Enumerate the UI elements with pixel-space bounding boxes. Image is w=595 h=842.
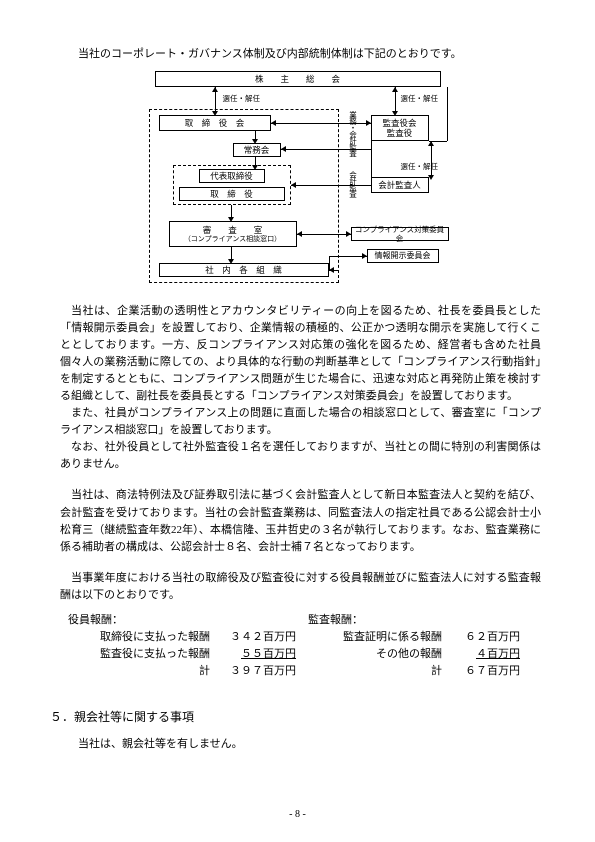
comp-left-head: 役員報酬： (68, 612, 308, 629)
comp-lt-lbl: 計 (68, 663, 216, 680)
paragraph-3: なお、社外役員として社外監査役１名を選任しておりますが、当社との間に特別の利害関… (60, 439, 541, 473)
box-audit-room: 審 査 室 （コンプライアンス相談窓口） (169, 221, 297, 247)
comp-lt-val: ３９７百万円 (216, 663, 296, 680)
paragraph-4: 当社は、商法特例法及び証券取引法に基づく会計監査人として新日本監査法人と契約を結… (60, 487, 541, 555)
comp-l2-lbl: 監査役に支払った報酬 (68, 646, 216, 663)
paragraph-2: また、社員がコンプライアンス上の問題に直面した場合の相談窓口として、審査室に「コ… (60, 405, 541, 439)
paragraph-5: 当事業年度における当社の取締役及び監査役に対する役員報酬並びに監査法人に対する監… (60, 570, 541, 604)
page-number: - 8 - (0, 809, 595, 820)
comp-r2-val: ４百万円 (448, 646, 520, 663)
paragraph-1: 当社は、企業活動の透明性とアカウンタビリティーの向上を図るため、社長を委員長とし… (60, 303, 541, 405)
box-internal-org: 社 内 各 組 織 (159, 263, 329, 277)
comp-l2-val: ５５百万円 (216, 646, 296, 663)
section-5-heading: ５．親会社等に関する事項 (50, 708, 545, 725)
comp-r1-lbl: 監査証明に係る報酬 (308, 629, 448, 646)
lbl-acct-audit: 会計監査 (348, 171, 359, 197)
lbl-appoint-auditor: 選任・解任 (401, 161, 439, 172)
intro-text: 当社のコーポレート・ガバナンス体制及び内部統制体制は下記のとおりです。 (78, 45, 545, 61)
comp-right-head: 監査報酬： (308, 612, 528, 629)
box-directors: 取 締 役 (179, 187, 285, 201)
box-compliance: コンプライアンス対策委員会 (351, 227, 449, 241)
comp-rt-val: ６７百万円 (448, 663, 520, 680)
comp-r2-lbl: その他の報酬 (308, 646, 448, 663)
governance-diagram: 株 主 総 会 選任・解任 選任・解任 取 締 役 会 常務会 代表取締役 取 … (50, 71, 545, 289)
comp-r1-val: ６２百万円 (448, 629, 520, 646)
box-accounting-auditor: 会計監査人 (371, 177, 429, 193)
box-audit-committee: 監査役会 監査役 (371, 115, 429, 141)
box-rep-director: 代表取締役 (199, 169, 265, 183)
comp-rt-lbl: 計 (308, 663, 448, 680)
box-shareholders: 株 主 総 会 (155, 71, 441, 87)
comp-l1-val: ３４２百万円 (216, 629, 296, 646)
comp-l1-lbl: 取締役に支払った報酬 (68, 629, 216, 646)
lbl-appoint-left: 選任・解任 (223, 93, 261, 104)
lbl-appoint-right: 選任・解任 (401, 93, 439, 104)
audit-room-sub: （コンプライアンス相談窓口） (184, 235, 281, 243)
compensation-table: 役員報酬： 取締役に支払った報酬 ３４２百万円 監査役に支払った報酬 ５５百万円… (68, 612, 545, 680)
section-5-body: 当社は、親会社等を有しません。 (78, 735, 545, 751)
box-disclosure: 情報開示委員会 (367, 249, 439, 263)
box-standing: 常務会 (233, 143, 281, 157)
box-board: 取 締 役 会 (159, 115, 271, 131)
audit-room-title: 審 査 室 (203, 225, 263, 235)
